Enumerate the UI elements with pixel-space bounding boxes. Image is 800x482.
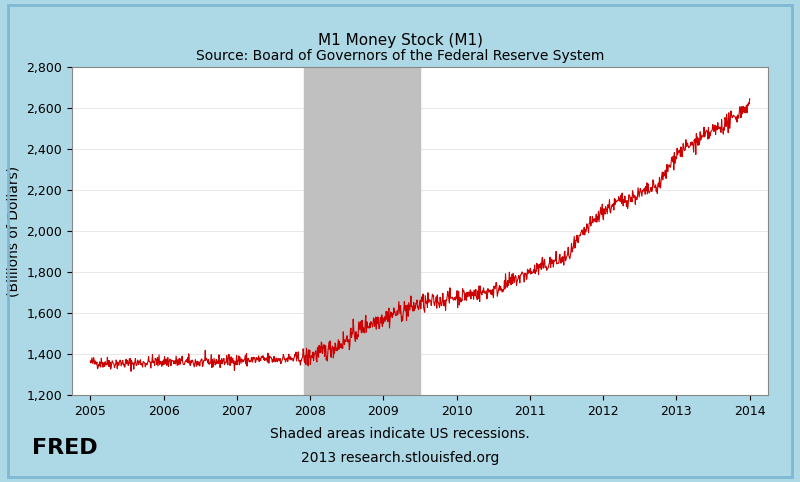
Text: Shaded areas indicate US recessions.: Shaded areas indicate US recessions. [270,427,530,441]
Text: FRED: FRED [32,438,98,458]
Bar [304,67,420,395]
Y-axis label: (Billions of Dollars): (Billions of Dollars) [7,166,21,297]
Text: M1 Money Stock (M1): M1 Money Stock (M1) [318,33,482,48]
Text: Source: Board of Governors of the Federal Reserve System: Source: Board of Governors of the Federa… [196,49,604,63]
Text: 2013 research.stlouisfed.org: 2013 research.stlouisfed.org [301,451,499,465]
